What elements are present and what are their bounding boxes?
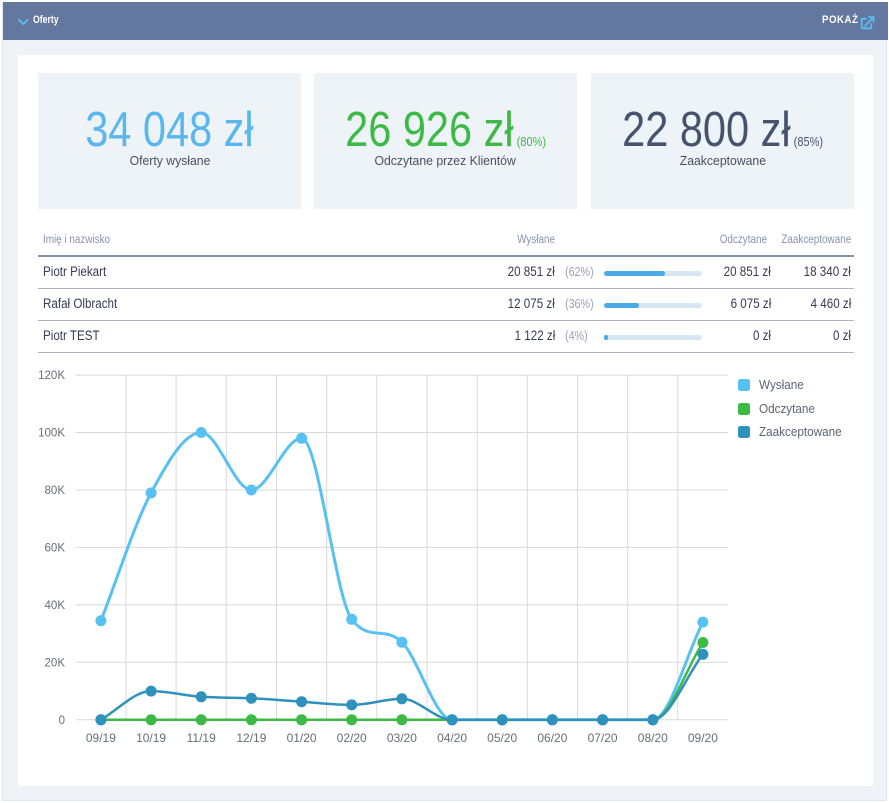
- svg-text:03/20: 03/20: [387, 731, 417, 745]
- svg-text:80K: 80K: [45, 485, 66, 497]
- svg-text:11/19: 11/19: [187, 731, 216, 745]
- svg-text:60K: 60K: [45, 542, 66, 554]
- svg-text:01/20: 01/20: [287, 731, 317, 745]
- svg-text:06/20: 06/20: [537, 731, 567, 745]
- svg-text:07/20: 07/20: [588, 731, 618, 745]
- svg-text:09/20: 09/20: [688, 731, 718, 745]
- svg-text:0: 0: [59, 715, 65, 727]
- svg-text:04/20: 04/20: [437, 731, 467, 745]
- svg-text:20K: 20K: [45, 657, 66, 669]
- svg-text:12/19: 12/19: [236, 731, 266, 745]
- svg-text:100K: 100K: [38, 428, 65, 440]
- svg-text:120K: 120K: [38, 370, 65, 382]
- svg-text:08/20: 08/20: [638, 731, 668, 745]
- svg-text:05/20: 05/20: [487, 731, 517, 745]
- svg-text:02/20: 02/20: [337, 731, 367, 745]
- svg-text:10/19: 10/19: [136, 731, 166, 745]
- svg-text:40K: 40K: [45, 600, 66, 612]
- svg-text:09/19: 09/19: [86, 731, 116, 745]
